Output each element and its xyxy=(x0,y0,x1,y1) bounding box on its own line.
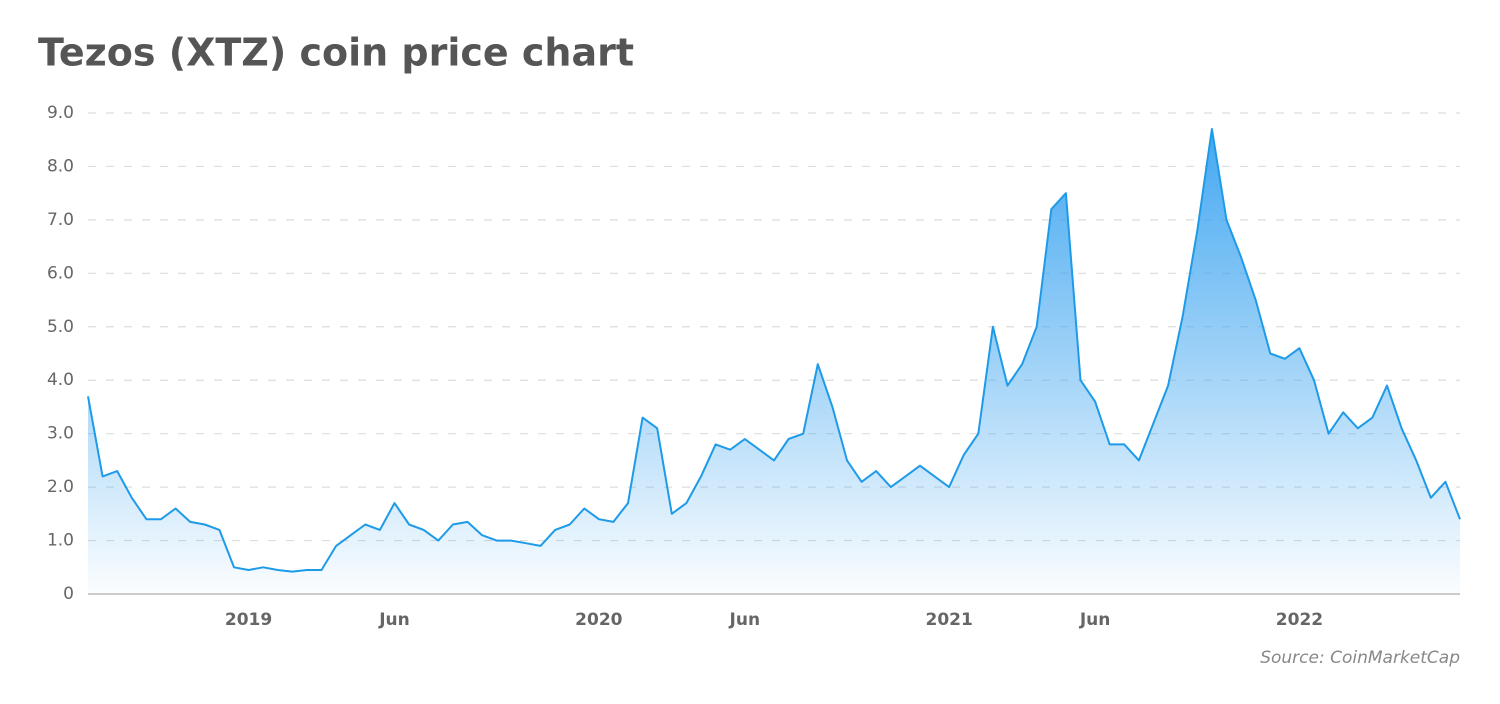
x-tick-label: 2020 xyxy=(575,610,622,630)
y-tick-label: 5.0 xyxy=(47,317,74,337)
x-tick-label: 2021 xyxy=(925,610,972,630)
y-tick-label: 4.0 xyxy=(47,370,74,390)
y-tick-label: 8.0 xyxy=(47,156,74,176)
x-tick-label: Jun xyxy=(729,610,761,630)
x-tick-label: 2022 xyxy=(1276,610,1323,630)
y-tick-label: 0 xyxy=(63,584,74,604)
chart-title: Tezos (XTZ) coin price chart xyxy=(38,31,634,75)
price-line xyxy=(87,128,1461,573)
y-tick-label: 1.0 xyxy=(47,531,74,551)
source: Source: CoinMarketCap xyxy=(1260,648,1460,668)
y-tick-label: 3.0 xyxy=(47,424,74,444)
x-tick-label: Jun xyxy=(1079,610,1111,630)
area-fill xyxy=(88,129,1460,594)
y-tick-label: 2.0 xyxy=(47,477,74,497)
y-tick-label: 7.0 xyxy=(47,210,74,230)
x-tick-label: Jun xyxy=(378,610,410,630)
y-tick-label: 9.0 xyxy=(47,103,74,123)
x-tick-label: 2019 xyxy=(225,610,272,630)
y-tick-label: 6.0 xyxy=(47,263,74,283)
